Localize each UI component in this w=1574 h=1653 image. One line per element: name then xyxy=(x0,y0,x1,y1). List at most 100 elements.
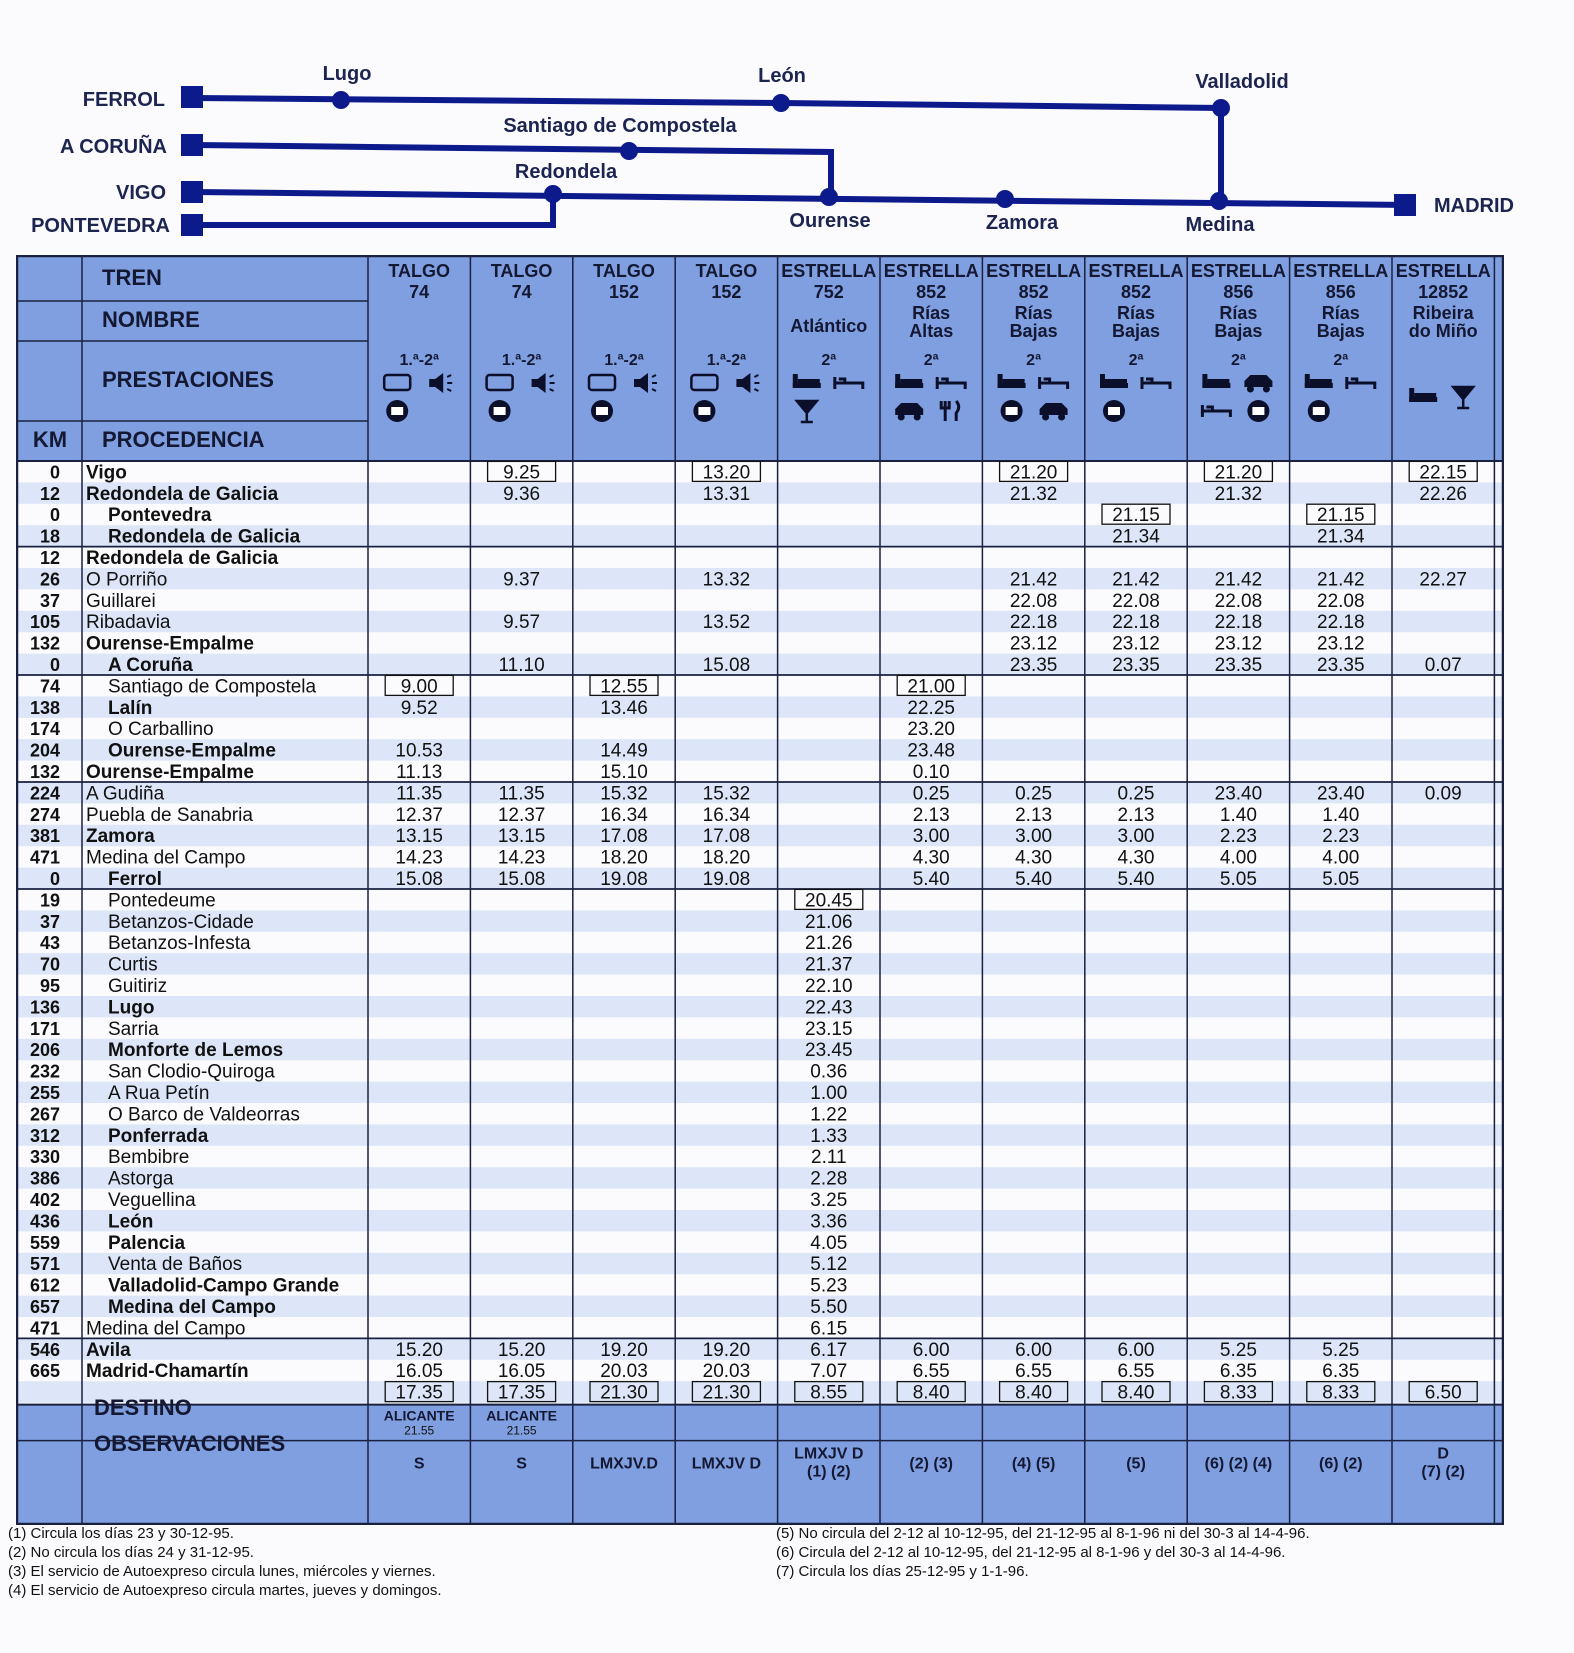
time-cell: 0.25 xyxy=(1118,783,1155,804)
row-km: 12 xyxy=(40,548,60,568)
train-class: 1.ª-2ª xyxy=(399,352,438,369)
row-station: Medina del Campo xyxy=(86,848,245,869)
time-cell: 17.08 xyxy=(703,826,751,847)
time-cell: 15.32 xyxy=(600,783,648,804)
table-row: 0 Pontevedra 21.15 21.15 xyxy=(50,503,1376,526)
train-type: ESTRELLA xyxy=(884,261,979,281)
time-cell: 6.55 xyxy=(913,1361,950,1382)
footnote: (2) No circula los días 24 y 31-12-95. xyxy=(8,1544,254,1561)
time-cell: 2.28 xyxy=(810,1169,847,1190)
audio-icon xyxy=(634,373,657,393)
time-cell: 4.05 xyxy=(810,1233,847,1254)
row-station: Avila xyxy=(86,1340,131,1361)
table-row: 37 Guillarei 22.08 22.08 22.08 22.08 xyxy=(40,591,1365,612)
time-cell: 21.37 xyxy=(805,955,853,976)
time-cell: 16.34 xyxy=(600,805,648,826)
footnote: (1) Circula los días 23 y 30-12-95. xyxy=(8,1525,234,1542)
audio-icon xyxy=(429,373,453,393)
time-cell: 23.45 xyxy=(805,1040,853,1061)
time-cell: 23.35 xyxy=(1010,655,1058,676)
time-cell: 21.15 xyxy=(1317,505,1365,526)
time-cell: 3.00 xyxy=(913,826,950,847)
time-cell: 21.30 xyxy=(600,1383,648,1404)
row-station: Madrid-Chamartín xyxy=(86,1361,249,1382)
row-km: 43 xyxy=(40,933,60,953)
video-icon xyxy=(386,400,409,422)
row-station: Valladolid-Campo Grande xyxy=(108,1276,339,1297)
time-cell: 6.00 xyxy=(1118,1340,1155,1361)
row-km: 471 xyxy=(30,1318,60,1338)
time-cell: 6.55 xyxy=(1015,1361,1052,1382)
row-station: Pontedeume xyxy=(108,890,216,911)
train-observaciones: (2) (3) xyxy=(909,1456,953,1473)
train-type: TALGO xyxy=(593,261,655,281)
row-km: 232 xyxy=(30,1062,60,1082)
time-cell: 22.08 xyxy=(1010,591,1058,612)
table-row: 204 Ourense-Empalme 10.53 14.49 23.48 xyxy=(30,741,955,762)
train-class: 1.ª-2ª xyxy=(707,352,746,369)
train-destino: ALICANTE xyxy=(384,1408,455,1424)
row-station: Bembibre xyxy=(108,1147,189,1168)
table-row: 436 León 3.36 xyxy=(30,1211,847,1232)
route-lines xyxy=(192,95,1406,228)
table-row: 255 A Rua Petín 1.00 xyxy=(30,1083,847,1104)
row-station: Astorga xyxy=(108,1169,174,1190)
time-cell: 21.20 xyxy=(1010,462,1058,483)
train-number: 74 xyxy=(409,282,429,302)
train-number: 12852 xyxy=(1418,282,1468,302)
map-label-santiago: Santiago de Compostela xyxy=(503,115,737,137)
departure-box xyxy=(998,1380,1069,1403)
row-km: 37 xyxy=(40,591,60,611)
table-row: 12 Redondela de Galicia xyxy=(40,548,279,569)
table-row: 274 Puebla de Sanabria 12.37 12.37 16.34 16.3… xyxy=(30,805,1359,826)
time-cell: 21.42 xyxy=(1010,569,1058,590)
train-type: ESTRELLA xyxy=(1088,261,1183,281)
time-cell: 15.32 xyxy=(703,783,751,804)
row-station: San Clodio-Quiroga xyxy=(108,1062,275,1083)
row-station: Lugo xyxy=(108,997,154,1018)
time-cell: 5.40 xyxy=(1015,869,1052,890)
time-cell: 17.35 xyxy=(395,1383,443,1404)
time-cell: 20.03 xyxy=(600,1361,648,1382)
departure-box xyxy=(794,1380,864,1403)
video-icon xyxy=(1000,400,1023,422)
departure-box xyxy=(589,674,659,697)
table-row: 471 Medina del Campo 6.15 xyxy=(30,1318,847,1339)
madrid-terminal xyxy=(1394,194,1416,216)
lugo-dot xyxy=(332,91,350,109)
row-km: 665 xyxy=(30,1361,60,1381)
time-cell: 14.23 xyxy=(395,848,443,869)
table-row: 386 Astorga 2.28 xyxy=(30,1169,847,1190)
time-cell: 5.40 xyxy=(1118,869,1155,890)
zamora-dot xyxy=(996,190,1014,208)
time-cell: 11.13 xyxy=(396,762,442,783)
row-station: A Gudiña xyxy=(86,783,165,804)
train-name: Rías Bajas xyxy=(1112,303,1160,341)
time-cell: 13.32 xyxy=(703,569,751,590)
time-cell: 8.40 xyxy=(1015,1383,1052,1404)
label-nombre: NOMBRE xyxy=(102,307,200,332)
table-header: TREN NOMBRE PRESTACIONES KM PROCEDENCIA xyxy=(33,265,274,452)
time-cell: 23.40 xyxy=(1215,783,1263,804)
train-observaciones: S xyxy=(414,1456,425,1473)
table-row: 571 Venta de Baños 5.12 xyxy=(30,1254,847,1275)
train-class: 1.ª-2ª xyxy=(502,352,541,369)
time-cell: 19.08 xyxy=(703,869,751,890)
time-cell: 14.49 xyxy=(600,741,648,762)
time-cell: 13.15 xyxy=(395,826,443,847)
row-km: 274 xyxy=(30,805,60,825)
footnotes-left: (1) Circula los días 23 y 30-12-95. (2) … xyxy=(8,1524,442,1600)
row-station: Curtis xyxy=(108,955,158,976)
time-cell: 16.34 xyxy=(703,805,751,826)
train-class: 2ª xyxy=(1333,352,1348,369)
time-cell: 22.15 xyxy=(1419,462,1467,483)
label-tren: TREN xyxy=(102,265,162,290)
train-type: ESTRELLA xyxy=(1191,261,1286,281)
time-cell: 9.36 xyxy=(503,484,540,505)
table-background xyxy=(16,255,1504,1525)
time-cell: 22.26 xyxy=(1419,484,1467,505)
map-label-valladolid: Valladolid xyxy=(1195,71,1288,93)
